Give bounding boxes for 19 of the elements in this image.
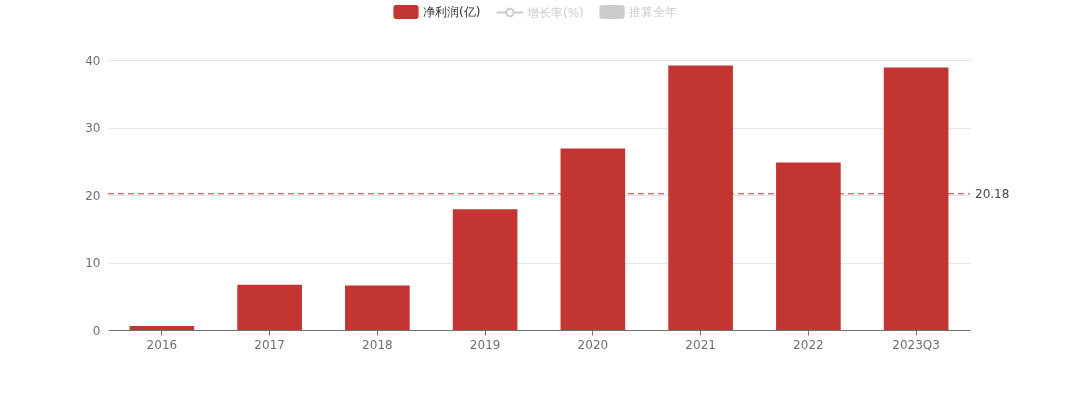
bar xyxy=(237,284,302,330)
x-tick-label: 2018 xyxy=(362,337,393,352)
x-tick-label: 2016 xyxy=(146,337,178,352)
legend-label: 净利润(亿) xyxy=(423,5,481,19)
x-tick-label: 2017 xyxy=(254,337,285,352)
ref-line-label: 20.18 xyxy=(975,186,1010,201)
y-tick-label: 10 xyxy=(85,256,101,270)
x-tick-label: 2022 xyxy=(793,337,824,352)
x-tick-label: 2023Q3 xyxy=(892,337,940,352)
y-tick-label: 30 xyxy=(85,121,101,135)
bar xyxy=(452,209,518,330)
y-tick-label: 0 xyxy=(92,323,101,338)
x-tick-label: 2019 xyxy=(469,337,501,352)
x-tick-label: 2020 xyxy=(577,337,609,352)
bar xyxy=(129,325,195,330)
y-tick-label: 20 xyxy=(85,188,101,203)
y-tick-label: 40 xyxy=(85,53,101,68)
bar xyxy=(345,285,410,330)
x-tick-label: 2021 xyxy=(685,337,716,352)
